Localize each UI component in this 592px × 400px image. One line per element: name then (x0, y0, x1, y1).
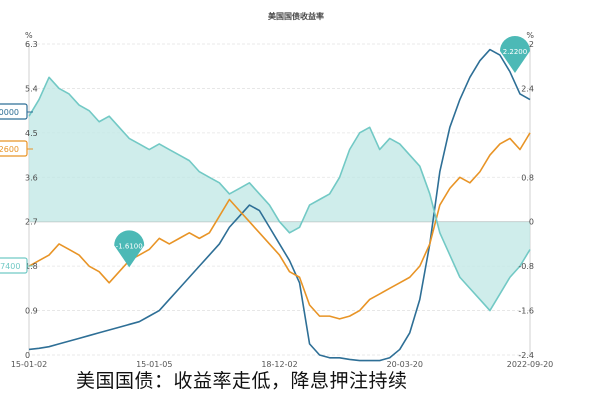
right-tick-label-wrap: 4.5 (25, 129, 38, 138)
right-tick-label: 0 (25, 351, 30, 360)
pin-label: 2.2200 (503, 48, 527, 56)
x-tick-label-wrap: 15-01-02 (11, 360, 47, 369)
right-tick-label: 4.5 (25, 129, 38, 138)
x-tick-label-wrap: 2022-09-20 (507, 360, 554, 369)
value-box-label: -0.7400 (0, 262, 20, 271)
right-tick-label-wrap: 3.6 (25, 173, 38, 182)
value-box-label: 4.2600 (0, 145, 19, 154)
right-unit-label: % (25, 31, 33, 40)
x-tick-label: 15-01-05 (136, 360, 172, 369)
series-line-2 (28, 132, 531, 320)
left-tick-label-wrap: 2.4 (521, 84, 534, 93)
pin-marker-1 (499, 35, 530, 73)
left-tick-label-wrap: -0.8 (518, 262, 534, 271)
left-tick-label: 2.4 (521, 84, 534, 93)
series-line-3 (28, 76, 531, 312)
right-tick-label: 0.9 (25, 307, 38, 316)
pin-label-wrap: 2.2200 (503, 48, 527, 56)
right-tick-label-wrap: 0.9 (25, 307, 38, 316)
left-tick-label: -0.8 (518, 262, 534, 271)
right-tick-label-wrap: 2.7 (25, 218, 38, 227)
x-tick-label-wrap: 18-12-02 (261, 360, 297, 369)
x-tick-label-wrap: 15-01-05 (136, 360, 172, 369)
value-box-label-wrap: 5.0000 (0, 108, 19, 117)
left-tick-label-wrap: -1.6 (518, 307, 534, 316)
mirrored-plot: 美国国债收益率3.22.40.80-0.8-1.6-2.4%6.35.44.53… (0, 11, 553, 369)
pin-marker-2 (114, 230, 145, 268)
right-tick-label: 2.7 (25, 218, 38, 227)
left-tick-label: 0.8 (521, 173, 534, 182)
x-tick-label-wrap: 20-03-20 (387, 360, 423, 369)
series-line-1 (28, 48, 531, 362)
pin-label-wrap: -1.6100 (116, 242, 143, 250)
left-tick-label-wrap: -2.4 (518, 351, 534, 360)
left-tick-label-wrap: 0.8 (521, 173, 534, 182)
chart-title: 美国国债收益率 (268, 11, 324, 21)
value-box-label-wrap: -0.7400 (0, 262, 20, 271)
right-tick-label: 5.4 (25, 84, 38, 93)
x-tick-label: 18-12-02 (261, 360, 297, 369)
value-box-label: 5.0000 (0, 108, 19, 117)
chart-title-wrap: 美国国债收益率 (268, 11, 324, 21)
right-tick-label-wrap: 0 (25, 351, 30, 360)
right-tick-label: 3.6 (25, 173, 38, 182)
value-box-label-wrap: 4.2600 (0, 145, 19, 154)
x-tick-label: 20-03-20 (387, 360, 423, 369)
left-tick-label: 0 (529, 218, 534, 227)
left-unit-label: % (526, 31, 534, 40)
pin-label: -1.6100 (116, 242, 143, 250)
left-unit-label-wrap: % (526, 31, 534, 40)
left-tick-label: -2.4 (518, 351, 534, 360)
x-tick-label: 15-01-02 (11, 360, 47, 369)
right-unit-label-wrap: % (25, 31, 33, 40)
left-tick-label: -1.6 (518, 307, 534, 316)
x-tick-label: 2022-09-20 (507, 360, 554, 369)
right-tick-label: 1.8 (25, 262, 38, 271)
right-tick-label-wrap: 6.3 (25, 40, 38, 49)
right-tick-label-wrap: 5.4 (25, 84, 38, 93)
left-tick-label-wrap: 0 (529, 218, 534, 227)
right-tick-label-wrap: 1.8 (25, 262, 38, 271)
right-tick-label: 6.3 (25, 40, 38, 49)
headline-caption: 美国国债：收益率走低，降息押注持续 (76, 370, 408, 392)
